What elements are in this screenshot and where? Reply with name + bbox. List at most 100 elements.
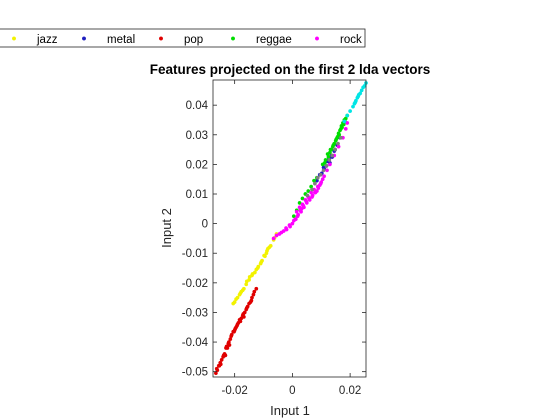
legend-marker-jazz [11, 36, 16, 41]
data-point-jazz [247, 275, 252, 279]
data-points [213, 81, 368, 376]
data-point-rock [299, 206, 304, 211]
y-axis-label: Input 2 [159, 208, 174, 248]
y-tick-label: 0.01 [186, 189, 208, 201]
data-point-rock [301, 203, 306, 208]
data-point-series-6 [310, 187, 314, 192]
y-tick-label: -0.01 [182, 248, 208, 260]
data-point-jazz [254, 267, 259, 272]
data-point-series-6 [305, 193, 310, 198]
data-point-series-6 [324, 163, 329, 168]
y-tick-label: 0 [202, 219, 208, 231]
data-point-rock [320, 177, 325, 182]
legend-label-reggae: reggae [256, 34, 292, 46]
data-point-series-6 [312, 181, 317, 186]
data-point-series-6 [330, 153, 335, 158]
data-point-series-6 [327, 158, 332, 162]
legend-label-metal: metal [107, 34, 135, 46]
data-point-rock [325, 168, 329, 173]
data-point-rock [290, 221, 295, 226]
legend-label-rock: rock [340, 34, 362, 46]
x-axis-label: Input 1 [270, 403, 310, 418]
data-point-jazz [244, 279, 249, 284]
y-tick-label: 0.02 [186, 159, 208, 171]
data-point-pop [254, 286, 259, 291]
legend-box [0, 28, 366, 48]
legend-marker-rock [315, 36, 320, 41]
data-point-pop [214, 366, 219, 371]
y-tick-label: 0.04 [186, 100, 209, 112]
data-point-pop [237, 317, 242, 322]
data-point-series-6 [338, 135, 343, 140]
data-point-rock [271, 236, 276, 241]
data-point-reggae [331, 143, 336, 148]
legend-label-jazz: jazz [36, 34, 58, 46]
x-tick-label: 0.02 [339, 385, 361, 397]
y-tick-label: -0.02 [182, 278, 208, 290]
y-axis-ticks: -0.05 -0.04 -0.03 -0.02 -0.01 0 0.01 0.02 0.03 0.… [182, 100, 366, 379]
data-point-reggae [300, 196, 305, 201]
data-point-rock [322, 174, 327, 179]
data-point-series-5 [358, 91, 363, 96]
data-point-rock [315, 184, 320, 189]
data-point-series-6 [321, 168, 326, 173]
data-point-rock [343, 126, 348, 131]
data-point-jazz [262, 253, 266, 258]
data-point-pop [219, 357, 224, 362]
data-point-pop [249, 298, 254, 303]
data-point-pop [241, 314, 246, 319]
data-point-series-5 [342, 119, 347, 124]
data-point-pop [227, 343, 232, 347]
data-point-pop [217, 363, 222, 368]
data-point-rock [284, 226, 288, 230]
legend-marker-metal [81, 36, 86, 41]
data-point-jazz [231, 301, 236, 306]
data-point-rock [307, 196, 312, 201]
x-axis-ticks: -0.02 0 0.02 [222, 80, 361, 397]
data-point-rock [304, 199, 309, 204]
data-point-pop [232, 329, 236, 334]
legend-marker-pop [158, 36, 163, 41]
data-point-reggae [334, 137, 339, 142]
data-point-reggae [338, 126, 343, 131]
data-point-pop [225, 346, 230, 350]
data-point-series-5 [359, 88, 364, 93]
data-point-jazz [239, 289, 244, 294]
x-tick-label: 0 [289, 385, 295, 397]
data-point-rock [312, 190, 317, 195]
data-point-series-6 [318, 172, 323, 177]
y-tick-label: -0.03 [182, 307, 208, 319]
data-point-series-6 [333, 147, 338, 152]
data-point-reggae [291, 214, 296, 219]
data-point-reggae [322, 161, 327, 165]
data-point-pop [252, 289, 257, 294]
legend-label-pop: pop [184, 34, 203, 46]
data-point-series-5 [353, 100, 358, 105]
data-point-jazz [237, 292, 242, 297]
data-point-rock [295, 214, 300, 219]
data-point-jazz [250, 272, 255, 276]
data-point-reggae [328, 147, 333, 152]
data-point-pop [221, 353, 226, 358]
y-tick-label: 0.03 [186, 130, 208, 142]
legend-marker-reggae [230, 36, 235, 41]
data-point-rock [288, 224, 292, 229]
data-point-rock [328, 162, 332, 167]
data-point-jazz [256, 264, 261, 269]
data-point-series-5 [351, 104, 355, 109]
plot-area-frame [212, 79, 367, 378]
data-point-pop [242, 310, 247, 315]
data-point-rock [318, 181, 323, 186]
y-tick-label: -0.04 [182, 337, 209, 349]
y-tick-label: -0.05 [182, 367, 208, 379]
data-point-series-5 [345, 113, 350, 118]
data-point-series-6 [336, 141, 340, 146]
chart-title: Features projected on the first 2 lda ve… [150, 62, 431, 77]
data-point-jazz [234, 297, 238, 302]
data-point-jazz [259, 260, 264, 265]
data-point-series-5 [348, 109, 353, 113]
legend: jazz metal pop reggae rock [0, 28, 366, 48]
data-point-rock [293, 217, 298, 222]
data-point-series-5 [356, 94, 361, 99]
